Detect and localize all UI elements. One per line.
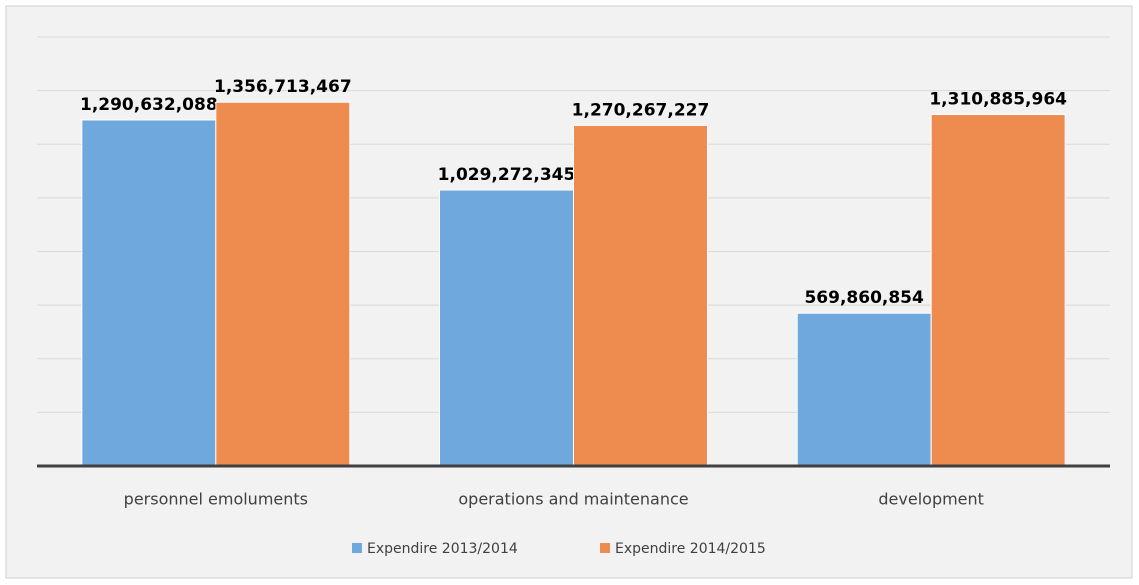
value-label: 1,270,267,227 <box>572 100 710 120</box>
bar <box>215 101 351 467</box>
value-label: 1,290,632,088 <box>80 95 218 115</box>
x-tick-label: operations and maintenance <box>458 490 688 509</box>
value-label: 1,356,713,467 <box>214 77 352 97</box>
bar <box>81 119 217 467</box>
value-label: 569,860,854 <box>804 288 924 308</box>
legend-label: Expendire 2013/2014 <box>367 541 518 557</box>
legend-swatch <box>600 543 610 553</box>
bar <box>930 114 1066 467</box>
legend-label: Expendire 2014/2015 <box>615 541 766 557</box>
legend-swatch <box>352 543 362 553</box>
value-label: 1,310,885,964 <box>929 90 1067 110</box>
bar <box>796 312 932 467</box>
bar <box>439 189 574 467</box>
x-tick-label: development <box>878 490 984 509</box>
x-tick-label: personnel emoluments <box>124 490 308 509</box>
bar <box>573 124 708 467</box>
value-label: 1,029,272,345 <box>438 165 576 185</box>
